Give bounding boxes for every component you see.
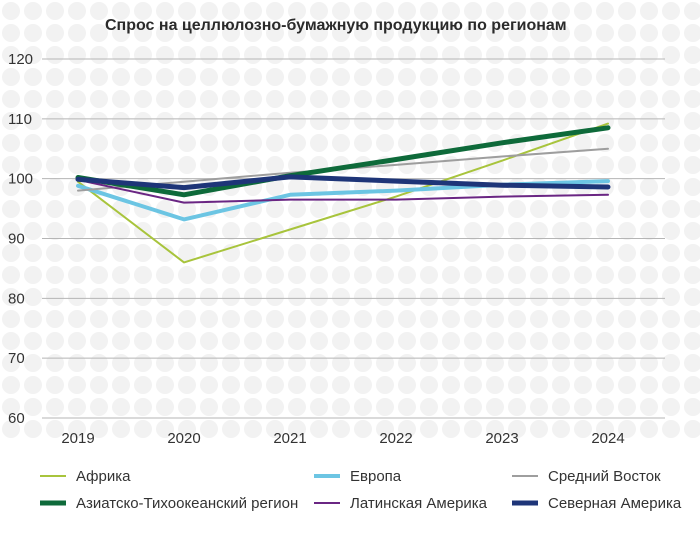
- y-tick-label: 120: [8, 51, 33, 68]
- series-line: [75, 125, 611, 198]
- x-tick-label: 2023: [485, 430, 518, 447]
- y-tick-label: 110: [8, 111, 32, 128]
- y-tick-label: 70: [8, 350, 25, 367]
- chart-title: Спрос на целлюлозно-бумажную продукцию п…: [105, 17, 567, 34]
- legend-label: Средний Восток: [548, 468, 661, 485]
- series-line: [75, 174, 611, 191]
- x-tick-label: 2022: [379, 430, 412, 447]
- y-axis-ticks: 60 70 80 90 100 110 120: [8, 51, 33, 427]
- y-tick-label: 90: [8, 231, 25, 248]
- dotted-background: [0, 0, 700, 440]
- x-tick-label: 2020: [167, 430, 200, 447]
- legend-label: Латинская Америка: [350, 495, 488, 512]
- y-tick-label: 100: [8, 171, 33, 188]
- legend-label: Северная Америка: [548, 495, 682, 512]
- y-tick-label: 80: [8, 290, 25, 307]
- legend-label: Азиатско-Тихоокеанский регион: [76, 495, 298, 512]
- legend-label: Европа: [350, 468, 402, 485]
- x-tick-label: 2019: [61, 430, 94, 447]
- x-tick-label: 2024: [591, 430, 624, 447]
- legend: Африка Европа Средний Восток Азиатско-Тихоо…: [40, 468, 682, 512]
- series-line: [77, 178, 609, 204]
- x-axis-ticks: 2019 2020 2021 2022 2023 2024: [61, 430, 624, 447]
- x-tick-label: 2021: [273, 430, 306, 447]
- legend-label: Африка: [76, 468, 131, 485]
- series-lines: [75, 122, 611, 264]
- y-tick-label: 60: [8, 410, 25, 427]
